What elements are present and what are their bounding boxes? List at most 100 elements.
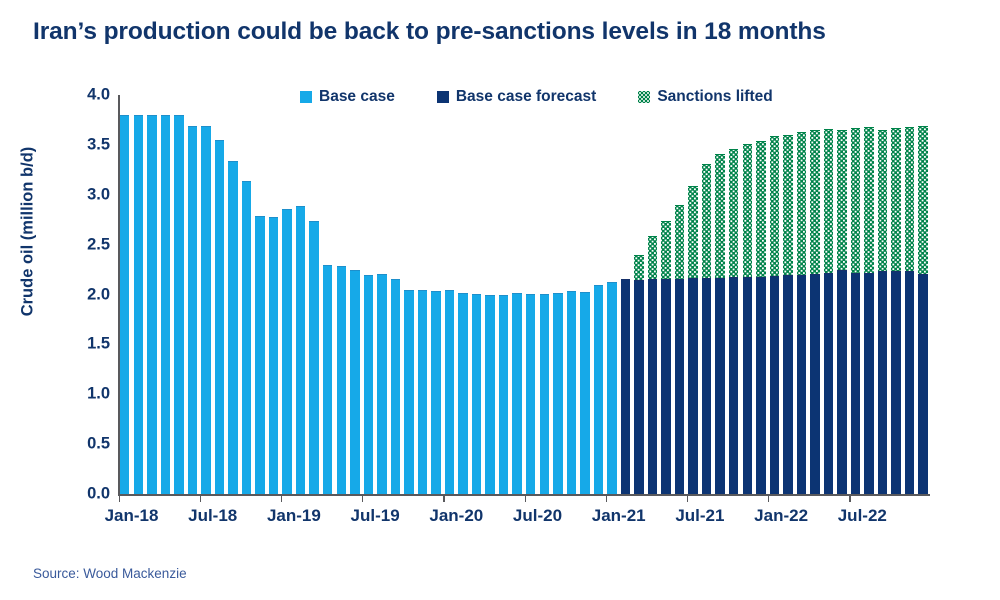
x-tick-label: Jan-22 — [754, 506, 809, 525]
bar-Aug-21[interactable] — [701, 95, 712, 494]
bar-segment-base — [323, 264, 333, 494]
x-axis-line — [118, 494, 930, 496]
bar-segment-forecast — [918, 273, 928, 494]
bar-Nov-18[interactable] — [255, 95, 265, 494]
bar-Jul-19[interactable] — [363, 95, 374, 494]
bar-Jun-20[interactable] — [512, 95, 522, 494]
y-tick-label: 2.0 — [87, 285, 110, 303]
bar-May-21[interactable] — [661, 95, 671, 494]
bar-segment-forecast — [756, 276, 766, 494]
plot-area — [118, 95, 930, 494]
bar-Mar-19[interactable] — [309, 95, 319, 494]
bar-Dec-19[interactable] — [431, 95, 441, 494]
bar-Jan-21[interactable] — [607, 95, 617, 494]
bar-segment-lifted — [877, 129, 888, 271]
bar-segment-base — [241, 180, 252, 494]
bar-Apr-21[interactable] — [647, 95, 658, 494]
bar-segment-forecast — [729, 276, 739, 494]
bar-segment-lifted — [715, 153, 725, 278]
bar-Sep-22[interactable] — [877, 95, 888, 494]
bar-Apr-18[interactable] — [160, 95, 171, 494]
bar-Aug-22[interactable] — [864, 95, 874, 494]
bar-segment-lifted — [674, 204, 685, 279]
bar-Nov-22[interactable] — [904, 95, 915, 494]
bar-May-20[interactable] — [498, 95, 509, 494]
bar-Dec-21[interactable] — [756, 95, 766, 494]
bar-Dec-20[interactable] — [593, 95, 604, 494]
bar-Sep-20[interactable] — [553, 95, 563, 494]
bar-segment-lifted — [904, 126, 915, 271]
bar-Nov-20[interactable] — [580, 95, 590, 494]
bar-Jun-19[interactable] — [350, 95, 360, 494]
x-tick-mark — [524, 494, 526, 502]
bar-Sep-21[interactable] — [715, 95, 725, 494]
bar-Aug-19[interactable] — [377, 95, 387, 494]
bar-Feb-22[interactable] — [783, 95, 793, 494]
bar-segment-forecast — [620, 278, 631, 494]
bar-segment-lifted — [729, 148, 739, 277]
bar-segment-lifted — [701, 163, 712, 278]
bar-Jun-21[interactable] — [674, 95, 685, 494]
bar-segment-forecast — [850, 272, 861, 494]
bar-Oct-21[interactable] — [729, 95, 739, 494]
bar-Nov-21[interactable] — [742, 95, 753, 494]
bar-Jul-22[interactable] — [850, 95, 861, 494]
bar-Jan-19[interactable] — [282, 95, 292, 494]
y-tick-label: 1.0 — [87, 384, 110, 403]
bar-Mar-18[interactable] — [147, 95, 157, 494]
bar-Jun-22[interactable] — [837, 95, 847, 494]
bar-Feb-20[interactable] — [458, 95, 468, 494]
bar-segment-lifted — [891, 127, 901, 271]
bar-segment-forecast — [810, 273, 820, 494]
bar-Aug-20[interactable] — [539, 95, 550, 494]
y-tick-label: 0.5 — [87, 434, 110, 453]
bar-May-22[interactable] — [823, 95, 834, 494]
bar-Jul-21[interactable] — [688, 95, 698, 494]
bar-segment-lifted — [661, 220, 671, 279]
bar-segment-lifted — [823, 128, 834, 273]
bar-Feb-21[interactable] — [620, 95, 631, 494]
bar-Apr-20[interactable] — [485, 95, 495, 494]
bar-Jul-18[interactable] — [201, 95, 211, 494]
bar-Jan-20[interactable] — [444, 95, 455, 494]
bar-segment-forecast — [904, 270, 915, 494]
bar-Mar-21[interactable] — [634, 95, 644, 494]
bar-Apr-22[interactable] — [810, 95, 820, 494]
x-tick-label: Jan-18 — [104, 506, 159, 525]
bar-segment-base — [566, 290, 577, 494]
bar-Oct-18[interactable] — [241, 95, 252, 494]
bar-Oct-20[interactable] — [566, 95, 577, 494]
legend-item-base[interactable]: Base case — [300, 88, 395, 106]
bar-Oct-19[interactable] — [404, 95, 414, 494]
bar-Aug-18[interactable] — [214, 95, 225, 494]
bar-Jan-18[interactable] — [120, 95, 130, 494]
bar-segment-base — [147, 114, 157, 494]
bar-Dec-18[interactable] — [268, 95, 279, 494]
legend-item-lifted[interactable]: Sanctions lifted — [638, 88, 773, 106]
bar-Sep-18[interactable] — [228, 95, 238, 494]
bar-May-19[interactable] — [336, 95, 347, 494]
bar-segment-lifted — [756, 140, 766, 277]
bar-Jan-22[interactable] — [769, 95, 780, 494]
bar-Mar-22[interactable] — [796, 95, 807, 494]
x-tick-mark — [849, 494, 851, 502]
bar-Dec-22[interactable] — [918, 95, 928, 494]
bar-Sep-19[interactable] — [390, 95, 401, 494]
bar-segment-forecast — [891, 270, 901, 494]
bar-segment-base — [120, 114, 130, 494]
bar-segment-base — [174, 114, 184, 494]
bar-segment-base — [580, 291, 590, 494]
bar-segment-base — [444, 289, 455, 494]
legend-item-forecast[interactable]: Base case forecast — [436, 88, 596, 106]
bar-Apr-19[interactable] — [323, 95, 333, 494]
bar-Jul-20[interactable] — [526, 95, 536, 494]
bar-Nov-19[interactable] — [417, 95, 428, 494]
x-tick-mark — [280, 494, 283, 502]
bar-Jun-18[interactable] — [187, 95, 198, 494]
bar-Oct-22[interactable] — [891, 95, 901, 494]
bar-Mar-20[interactable] — [471, 95, 482, 494]
bar-Feb-19[interactable] — [295, 95, 306, 494]
bar-May-18[interactable] — [174, 95, 184, 494]
bar-Feb-18[interactable] — [133, 95, 144, 494]
y-axis: 0.0 0.5 1.0 1.5 2.0 2.5 3.0 3.5 4.0 — [48, 0, 110, 600]
